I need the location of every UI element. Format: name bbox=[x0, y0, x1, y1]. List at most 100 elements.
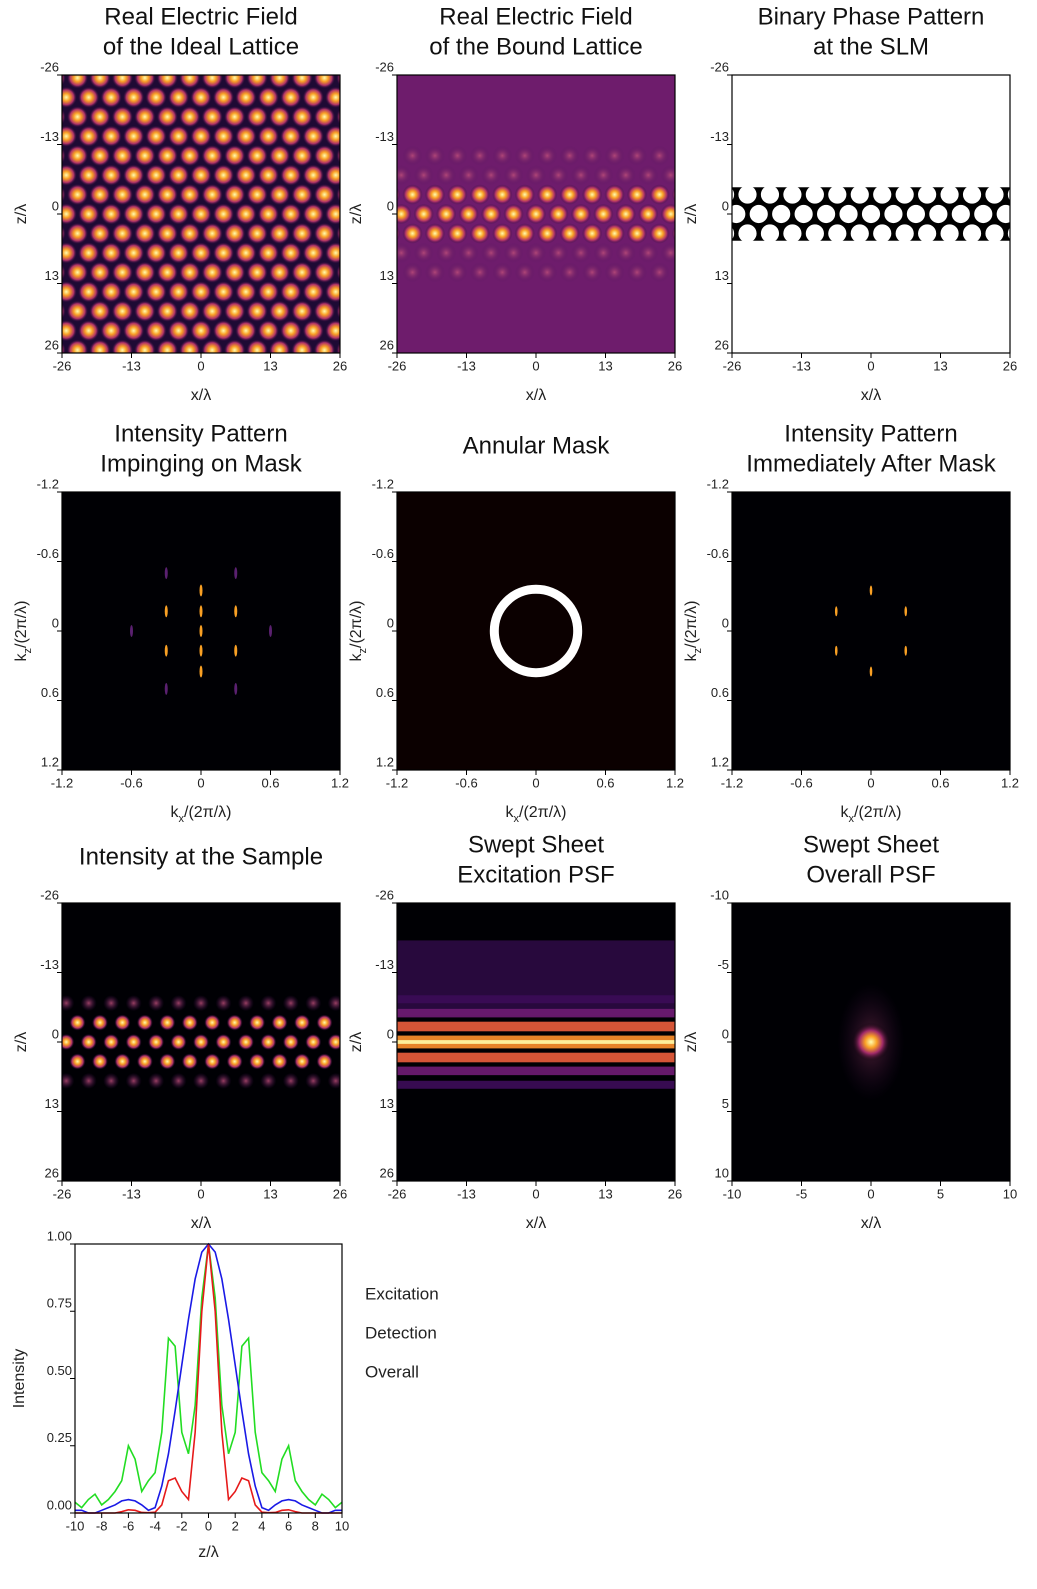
x-tick-label: 26 bbox=[1003, 358, 1017, 373]
field-spot bbox=[359, 223, 380, 244]
axis-label: x/λ bbox=[526, 1215, 546, 1232]
intensity-spot bbox=[103, 1073, 119, 1089]
axis-label: kx/(2π/λ) bbox=[506, 804, 567, 825]
y-tick-label: 13 bbox=[45, 1096, 59, 1111]
field-spot bbox=[258, 281, 279, 302]
field-spot bbox=[67, 184, 88, 205]
intensity-spot bbox=[13, 1073, 29, 1089]
field-spot bbox=[280, 126, 301, 147]
panel-title: Annular Mask bbox=[463, 432, 611, 459]
intensity-spot bbox=[283, 995, 299, 1011]
field-spot bbox=[436, 243, 456, 263]
panel-title: Real Electric Field bbox=[104, 3, 297, 30]
field-spot bbox=[22, 106, 43, 127]
intensity-spot bbox=[294, 1015, 310, 1031]
field-spot bbox=[661, 204, 681, 224]
field-spot bbox=[190, 126, 211, 147]
phase-hole bbox=[963, 224, 981, 242]
field-spot bbox=[627, 146, 647, 166]
field-spot bbox=[0, 339, 21, 360]
field-spot bbox=[11, 48, 32, 69]
field-spot bbox=[56, 164, 77, 185]
axis-label: kx/(2π/λ) bbox=[171, 804, 232, 825]
intensity-spot bbox=[182, 1053, 198, 1069]
intensity-spot bbox=[272, 1015, 288, 1031]
field-spot bbox=[325, 87, 346, 108]
field-spot bbox=[616, 243, 636, 263]
y-tick-label: 0 bbox=[387, 615, 394, 630]
x-tick-label: -13 bbox=[122, 358, 141, 373]
spectrum-spot bbox=[165, 645, 168, 657]
field-spot bbox=[402, 223, 422, 243]
x-tick-label: 13 bbox=[263, 1186, 277, 1201]
field-spot bbox=[145, 281, 166, 302]
intensity-spot bbox=[283, 1034, 299, 1050]
field-spot bbox=[258, 126, 279, 147]
x-tick-label: 2 bbox=[232, 1518, 239, 1533]
field-spot bbox=[179, 301, 200, 322]
field-spot bbox=[447, 146, 467, 166]
axis-label: x/λ bbox=[191, 1215, 211, 1232]
field-spot bbox=[0, 67, 21, 88]
field-spot bbox=[235, 87, 256, 108]
field-spot bbox=[347, 320, 368, 341]
axis-label-part: z/λ bbox=[348, 204, 365, 224]
spectrum-spot bbox=[835, 606, 838, 616]
field-spot bbox=[89, 262, 110, 283]
field-spot bbox=[280, 281, 301, 302]
field-spot bbox=[280, 359, 301, 380]
field-spot bbox=[280, 164, 301, 185]
field-spot bbox=[190, 281, 211, 302]
field-spot bbox=[280, 87, 301, 108]
field-spot bbox=[325, 48, 346, 69]
y-tick-label: 0.75 bbox=[47, 1296, 72, 1311]
field-spot bbox=[560, 184, 580, 204]
field-spot bbox=[705, 165, 725, 185]
field-spot bbox=[258, 164, 279, 185]
field-spot bbox=[347, 87, 368, 108]
spectrum-spot bbox=[904, 606, 907, 616]
y-tick-label: -13 bbox=[375, 129, 394, 144]
field-spot bbox=[649, 262, 669, 282]
intensity-spot bbox=[272, 1053, 288, 1069]
field-spot bbox=[303, 203, 324, 224]
field-spot bbox=[492, 262, 512, 282]
field-spot bbox=[571, 165, 591, 185]
plot-frame bbox=[75, 1244, 342, 1513]
x-tick-label: -26 bbox=[723, 358, 742, 373]
field-spot bbox=[190, 203, 211, 224]
field-spot bbox=[0, 106, 21, 127]
field-spot bbox=[157, 145, 178, 166]
field-spot bbox=[78, 48, 99, 69]
x-tick-label: 0.6 bbox=[596, 775, 614, 790]
field-spot bbox=[492, 184, 512, 204]
axis-label: x/λ bbox=[191, 387, 211, 404]
y-tick-label: 26 bbox=[380, 337, 394, 352]
field-spot bbox=[246, 262, 267, 283]
field-spot bbox=[481, 243, 501, 263]
field-spot bbox=[280, 242, 301, 263]
intensity-spot bbox=[350, 1073, 366, 1089]
field-spot bbox=[291, 301, 312, 322]
field-spot bbox=[78, 126, 99, 147]
field-spot bbox=[11, 87, 32, 108]
field-spot bbox=[481, 204, 501, 224]
x-tick-label: 0 bbox=[867, 1186, 874, 1201]
spectrum-spot bbox=[234, 683, 237, 695]
field-spot bbox=[89, 106, 110, 127]
field-spot bbox=[638, 204, 658, 224]
phase-hole bbox=[738, 224, 756, 242]
field-spot bbox=[168, 87, 189, 108]
x-tick-label: 0 bbox=[867, 775, 874, 790]
phase-hole bbox=[694, 185, 712, 203]
field-spot bbox=[67, 145, 88, 166]
intensity-spot bbox=[36, 995, 52, 1011]
phase-hole bbox=[941, 224, 959, 242]
field-spot bbox=[0, 203, 10, 224]
intensity-spot bbox=[2, 1015, 18, 1031]
phase-hole bbox=[806, 185, 824, 203]
field-spot bbox=[604, 146, 624, 166]
x-tick-label: 13 bbox=[933, 358, 947, 373]
x-tick-label: 0 bbox=[532, 1186, 539, 1201]
field-spot bbox=[627, 184, 647, 204]
